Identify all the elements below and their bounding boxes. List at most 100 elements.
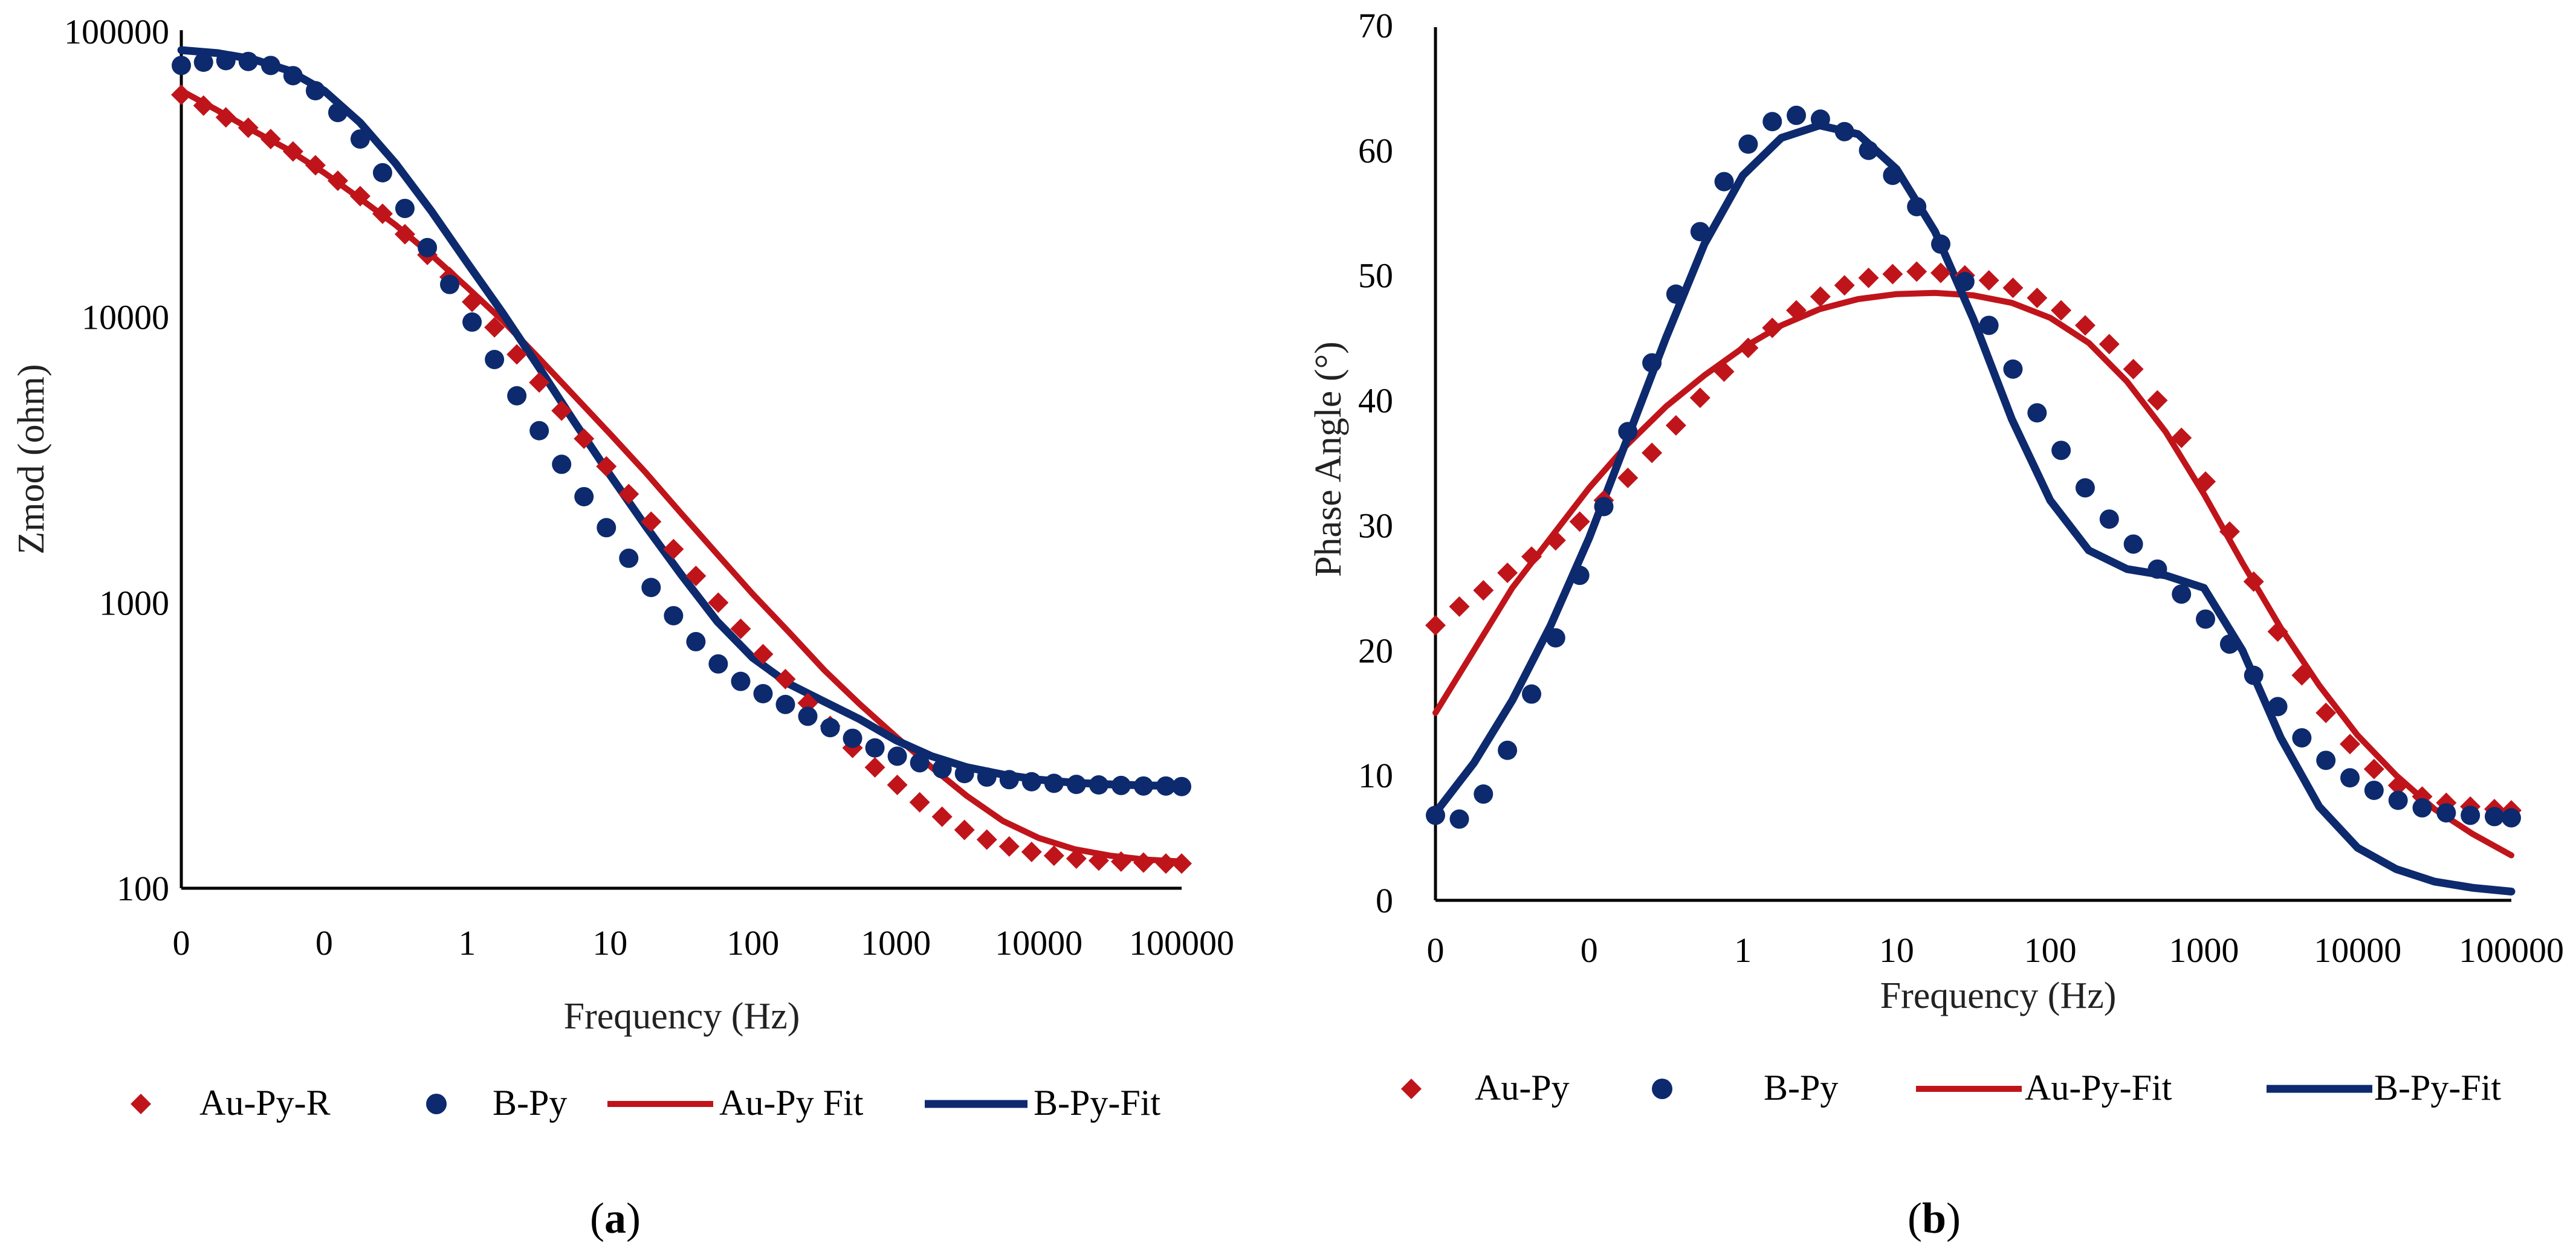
panel-b-x-axis-label: Frequency (Hz) bbox=[1880, 975, 2117, 1016]
panel-b-y-tick-label: 40 bbox=[1358, 381, 1393, 421]
panel-b-point-b-py bbox=[1545, 628, 1565, 648]
panel-b-point-au-py bbox=[1882, 263, 1903, 285]
panel-a-x-tick-label: 10000 bbox=[995, 923, 1083, 963]
panel-b-point-b-py bbox=[1690, 222, 1710, 242]
panel-b-series-line-b-py-fit bbox=[1431, 121, 2516, 895]
panel-a-point-b-py bbox=[798, 706, 818, 726]
panel-a-point-au-py-r bbox=[708, 592, 729, 613]
panel-b-point-b-py bbox=[1522, 684, 1542, 704]
panel-a-point-b-py bbox=[552, 454, 572, 474]
panel-a-point-b-py bbox=[686, 631, 706, 651]
panel-a-point-b-py bbox=[462, 312, 482, 332]
panel-b-x-tick-label: 1 bbox=[1734, 931, 1752, 970]
panel-a-point-b-py bbox=[485, 349, 505, 369]
panel-b-point-au-py bbox=[2099, 334, 2120, 355]
panel-b-y-tick-label: 10 bbox=[1358, 756, 1393, 795]
panel-b-point-b-py bbox=[1930, 234, 1950, 254]
panel-a-point-au-py-r bbox=[551, 400, 572, 421]
panel-b-point-b-py bbox=[2172, 584, 2192, 604]
panel-b-point-b-py bbox=[2292, 728, 2312, 748]
panel-a-point-b-py bbox=[708, 654, 728, 674]
panel-a-x-tick-label: 100 bbox=[727, 923, 779, 963]
panel-b-point-b-py bbox=[2003, 359, 2023, 379]
panel-a-series-line-b-py-fit bbox=[177, 46, 1186, 790]
panel-a-legend-au-py-r-label: Au-Py-R bbox=[199, 1083, 331, 1123]
panel-b-point-au-py bbox=[1473, 579, 1494, 601]
panel-a-point-au-py-r bbox=[641, 511, 662, 532]
panel-b-point-au-py bbox=[2051, 300, 2072, 321]
panel-a-x-tick-label: 100000 bbox=[1129, 923, 1234, 963]
panel-a-point-au-py-r bbox=[574, 428, 595, 450]
panel-a-point-au-py-r bbox=[305, 155, 326, 176]
panel-b-point-b-py bbox=[2364, 780, 2384, 800]
panel-b-point-au-py bbox=[1642, 442, 1663, 463]
panel-a-point-b-py bbox=[507, 386, 527, 405]
panel-a-point-b-py bbox=[350, 129, 370, 149]
panel-a-point-b-py bbox=[440, 274, 460, 294]
panel-b-point-au-py bbox=[2291, 665, 2312, 686]
panel-a-y-tick-label: 10000 bbox=[82, 298, 169, 337]
panel-b-point-au-py bbox=[2340, 734, 2361, 755]
panel-a-point-b-py bbox=[172, 56, 191, 76]
panel-a-point-b-py bbox=[372, 163, 392, 182]
panel-a-point-au-py-r bbox=[887, 775, 908, 796]
panel-b-point-b-py bbox=[2268, 697, 2288, 717]
panel-b-point-au-py bbox=[1834, 275, 1855, 296]
panel-b-point-b-py bbox=[2502, 808, 2521, 828]
panel-a-y-axis-label: Zmod (ohm) bbox=[11, 364, 52, 554]
panel-a-point-b-py bbox=[887, 746, 907, 766]
panel-a-legend-au-py-fit-label: Au-Py Fit bbox=[719, 1083, 864, 1123]
panel-b-point-au-py bbox=[1617, 467, 1639, 488]
panel-a-point-b-py bbox=[283, 66, 303, 86]
panel-b-point-b-py bbox=[1618, 422, 1638, 442]
panel-b-point-b-py bbox=[1449, 809, 1469, 829]
panel-a-point-au-py-r bbox=[282, 141, 303, 162]
panel-b-x-tick-label: 10000 bbox=[2314, 931, 2401, 970]
panel-b-point-au-py bbox=[1738, 337, 1759, 358]
panel-a-point-au-py-r bbox=[215, 107, 236, 128]
panel-b-x-tick-label: 100000 bbox=[2459, 931, 2564, 970]
panel-b-point-b-py bbox=[1738, 134, 1758, 154]
panel-b-point-au-py bbox=[1689, 387, 1710, 408]
panel-a-y-tick-label: 100 bbox=[117, 869, 169, 908]
panel-a-point-au-py-r bbox=[462, 291, 483, 312]
panel-a-point-b-py bbox=[1066, 775, 1086, 795]
panel-b-point-b-py bbox=[2219, 634, 2239, 654]
panel-b-point-b-py bbox=[1498, 740, 1518, 760]
panel-b-point-b-py bbox=[2196, 609, 2216, 629]
panel-b-point-b-py bbox=[2436, 803, 2456, 823]
panel-b-point-b-py bbox=[1979, 315, 1999, 335]
panel-a-point-b-py bbox=[1156, 776, 1176, 796]
panel-a-point-au-py-r bbox=[752, 644, 774, 665]
panel-b-point-au-py bbox=[1978, 269, 1999, 291]
panel-b-point-b-py bbox=[2075, 478, 2095, 498]
panel-a-point-b-py bbox=[910, 753, 930, 773]
panel-b-point-b-py bbox=[1787, 105, 1807, 125]
panel-b-legend-au-py-label: Au-Py bbox=[1475, 1068, 1570, 1108]
panel-a-point-b-py bbox=[418, 237, 438, 257]
panel-b-point-au-py bbox=[1449, 596, 1470, 617]
panel-b-point-au-py bbox=[1714, 361, 1735, 382]
panel-a-point-au-py-r bbox=[349, 186, 371, 207]
panel-b-point-au-py bbox=[2267, 621, 2288, 642]
panel-a-point-au-py-r bbox=[506, 344, 528, 365]
panel-a-point-b-py bbox=[954, 764, 974, 784]
panel-b-point-au-py bbox=[2147, 390, 2168, 411]
panel-a-point-au-py-r bbox=[1043, 845, 1064, 866]
panel-b-point-au-py bbox=[1545, 530, 1566, 551]
panel-a-point-au-py-r bbox=[864, 757, 885, 778]
panel-b-point-b-py bbox=[1642, 353, 1662, 373]
panel-b-point-au-py bbox=[1786, 300, 1807, 321]
panel-b-point-au-py bbox=[1762, 317, 1783, 338]
panel-a-point-b-py bbox=[597, 518, 616, 538]
panel-a-point-b-py bbox=[753, 684, 773, 703]
panel-a-series-line-au-py-fit bbox=[178, 88, 1185, 865]
panel-b-point-b-py bbox=[1570, 566, 1590, 586]
panel-b-point-b-py bbox=[1666, 284, 1686, 304]
panel-b-point-au-py bbox=[2027, 287, 2048, 308]
panel-b-point-b-py bbox=[1426, 805, 1445, 825]
panel-a-point-au-py-r bbox=[909, 792, 930, 813]
panel-a-point-au-py-r bbox=[730, 618, 751, 639]
panel-a-point-b-py bbox=[261, 56, 280, 76]
panel-a-label-letter: a bbox=[604, 1194, 626, 1242]
